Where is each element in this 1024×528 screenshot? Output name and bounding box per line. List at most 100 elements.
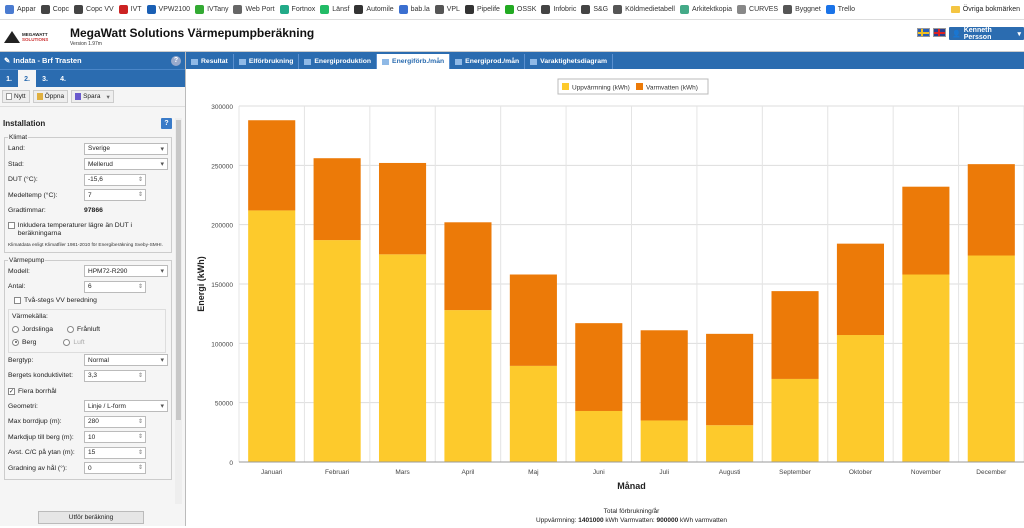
bookmark-0[interactable]: Appar (5, 5, 36, 14)
bookmark-2[interactable]: Copc VV (74, 5, 114, 14)
bookmark-favicon-icon (613, 5, 623, 14)
checkbox-icon (8, 221, 15, 229)
markdjup-input[interactable]: 10 (84, 431, 146, 444)
gradtimmar-value: 97866 (84, 207, 103, 215)
radio-luft[interactable]: Luft (63, 338, 85, 346)
scrollbar-thumb[interactable] (176, 120, 181, 420)
other-bookmarks-folder[interactable]: Övriga bokmärken (950, 6, 1020, 13)
radio-franluft[interactable]: Frånluft (66, 325, 100, 333)
bookmark-4[interactable]: VPW2100 (146, 5, 190, 14)
x-tick-label: December (976, 469, 1007, 476)
include-dut-checkbox[interactable]: Inkludera temperaturer lägre än DUT i be… (8, 219, 168, 241)
radio-berg[interactable]: Berg (12, 338, 36, 346)
file-toolbar: Nytt Öppna Spara ▾ (0, 87, 185, 107)
antal-input[interactable]: 6 (84, 280, 146, 293)
language-flags (917, 28, 946, 37)
info-icon[interactable]: ? (161, 117, 172, 129)
run-calculation-button[interactable]: Utför beräkning (38, 511, 144, 524)
tab-0[interactable]: Resultat (186, 54, 234, 69)
tab-icon (191, 58, 198, 65)
legend-label: Varmvatten (kWh) (646, 85, 698, 92)
bookmark-favicon-icon (40, 5, 50, 14)
bookmark-3[interactable]: IVT (118, 5, 142, 14)
open-button[interactable]: Öppna (32, 90, 69, 103)
bookmark-12[interactable]: Pipelife (464, 5, 500, 14)
gradtimmar-label: Gradtimmar: (8, 207, 46, 215)
bergtyp-select[interactable]: Normal (84, 354, 168, 367)
tab-2[interactable]: Energiproduktion (299, 54, 378, 69)
bookmark-9[interactable]: Automile (354, 5, 394, 14)
radio-jordslinga[interactable]: Jordslinga (12, 325, 53, 333)
dut-input[interactable]: -15,6 (84, 173, 146, 186)
klimat-note: Klimatdata enligt Klimatfiler 1981-2010 … (8, 242, 163, 248)
x-tick-label: Juli (659, 469, 669, 476)
bookmark-18[interactable]: CURVES (737, 5, 778, 14)
bookmark-favicon-icon (398, 5, 408, 14)
bookmark-8[interactable]: Länsf (320, 5, 349, 14)
tab-1[interactable]: Elförbrukning (234, 54, 300, 69)
bookmark-favicon-icon (581, 5, 591, 14)
tab-3[interactable]: Energiförb./mån (377, 54, 451, 69)
geometri-label: Geometri: (8, 402, 38, 410)
gradning-input[interactable]: 0 (84, 462, 146, 475)
help-icon[interactable]: ? (171, 55, 181, 66)
tvastegs-checkbox[interactable]: Två-stegs VV beredning (14, 295, 168, 307)
bookmark-7[interactable]: Fortnox (279, 5, 315, 14)
antal-label: Antal: (8, 283, 26, 291)
bookmark-14[interactable]: Infobric (541, 5, 576, 14)
step-3[interactable]: 3. (42, 75, 48, 83)
maxdjup-label: Max borrdjup (m): (8, 418, 62, 426)
avst-input[interactable]: 15 (84, 446, 146, 459)
varmekalla-group: Värmekälla: Jordslinga Frånluft Berg Luf… (8, 308, 166, 353)
bookmark-favicon-icon (320, 5, 330, 14)
stad-select[interactable]: Mellerud (84, 158, 168, 171)
x-axis-label: Månad (617, 481, 646, 491)
step-4[interactable]: 4. (60, 75, 66, 83)
sidebar-scrollbar[interactable] (175, 118, 182, 504)
megawatt-logo[interactable]: MEGAWATT SOLUTIONS (4, 26, 64, 48)
bookmark-favicon-icon (354, 5, 364, 14)
bookmark-11[interactable]: VPL (434, 5, 460, 14)
save-button[interactable]: Spara ▾ (71, 90, 114, 103)
app-title: MegaWatt Solutions Värmepumpberäkning (70, 26, 315, 40)
maxdjup-input[interactable]: 280 (84, 415, 146, 428)
y-tick-label: 0 (229, 460, 233, 467)
varmepump-legend: Värmepump (9, 256, 45, 264)
bar-varmvatten (313, 158, 361, 241)
bookmark-13[interactable]: OSSK (504, 5, 536, 14)
folder-icon (950, 6, 960, 13)
bookmark-17[interactable]: Arkitektkopia (679, 5, 732, 14)
step-1[interactable]: 1. (6, 75, 12, 83)
user-menu[interactable]: 👤 Kenneth Persson ▾ (949, 27, 1024, 41)
bookmark-19[interactable]: Byggnet (783, 5, 821, 14)
modell-select[interactable]: HPM72-R290 (84, 265, 168, 278)
swedish-flag-icon[interactable] (917, 28, 930, 37)
medeltemp-input[interactable]: 7 (84, 189, 146, 202)
bookmark-10[interactable]: bab.la (398, 5, 430, 14)
x-tick-label: Juni (593, 469, 605, 476)
bookmark-15[interactable]: S&G (581, 5, 608, 14)
step-2[interactable]: 2. (18, 70, 36, 88)
tab-4[interactable]: Energiprod./mån (450, 54, 526, 69)
bookmark-20[interactable]: Trello (825, 5, 855, 14)
user-icon: 👤 (952, 30, 961, 38)
x-tick-label: Februari (325, 469, 349, 476)
result-tabs: Resultat Elförbrukning Energiproduktion Ene… (186, 52, 1024, 69)
flera-borrhal-checkbox[interactable]: ✓ Flera borrhål (8, 384, 168, 399)
tab-5[interactable]: Varaktighetsdiagram (525, 54, 614, 69)
bookmark-1[interactable]: Copc (40, 5, 69, 14)
bar-varmvatten (706, 333, 754, 426)
x-tick-label: Oktober (849, 469, 873, 476)
english-flag-icon[interactable] (933, 28, 946, 37)
bookmark-5[interactable]: IVTany (195, 5, 228, 14)
bookmark-16[interactable]: Köldmedietabell (613, 5, 675, 14)
new-button[interactable]: Nytt (2, 90, 30, 103)
dut-label: DUT (°C): (8, 176, 38, 184)
x-tick-label: April (461, 469, 475, 476)
bar-uppvarmning (575, 410, 623, 462)
konduktivitet-input[interactable]: 3,3 (84, 369, 146, 382)
bookmark-6[interactable]: Web Port (233, 5, 275, 14)
land-select[interactable]: Sverige (84, 142, 168, 155)
land-label: Land: (8, 145, 26, 153)
geometri-select[interactable]: Linje / L-form (84, 400, 168, 413)
